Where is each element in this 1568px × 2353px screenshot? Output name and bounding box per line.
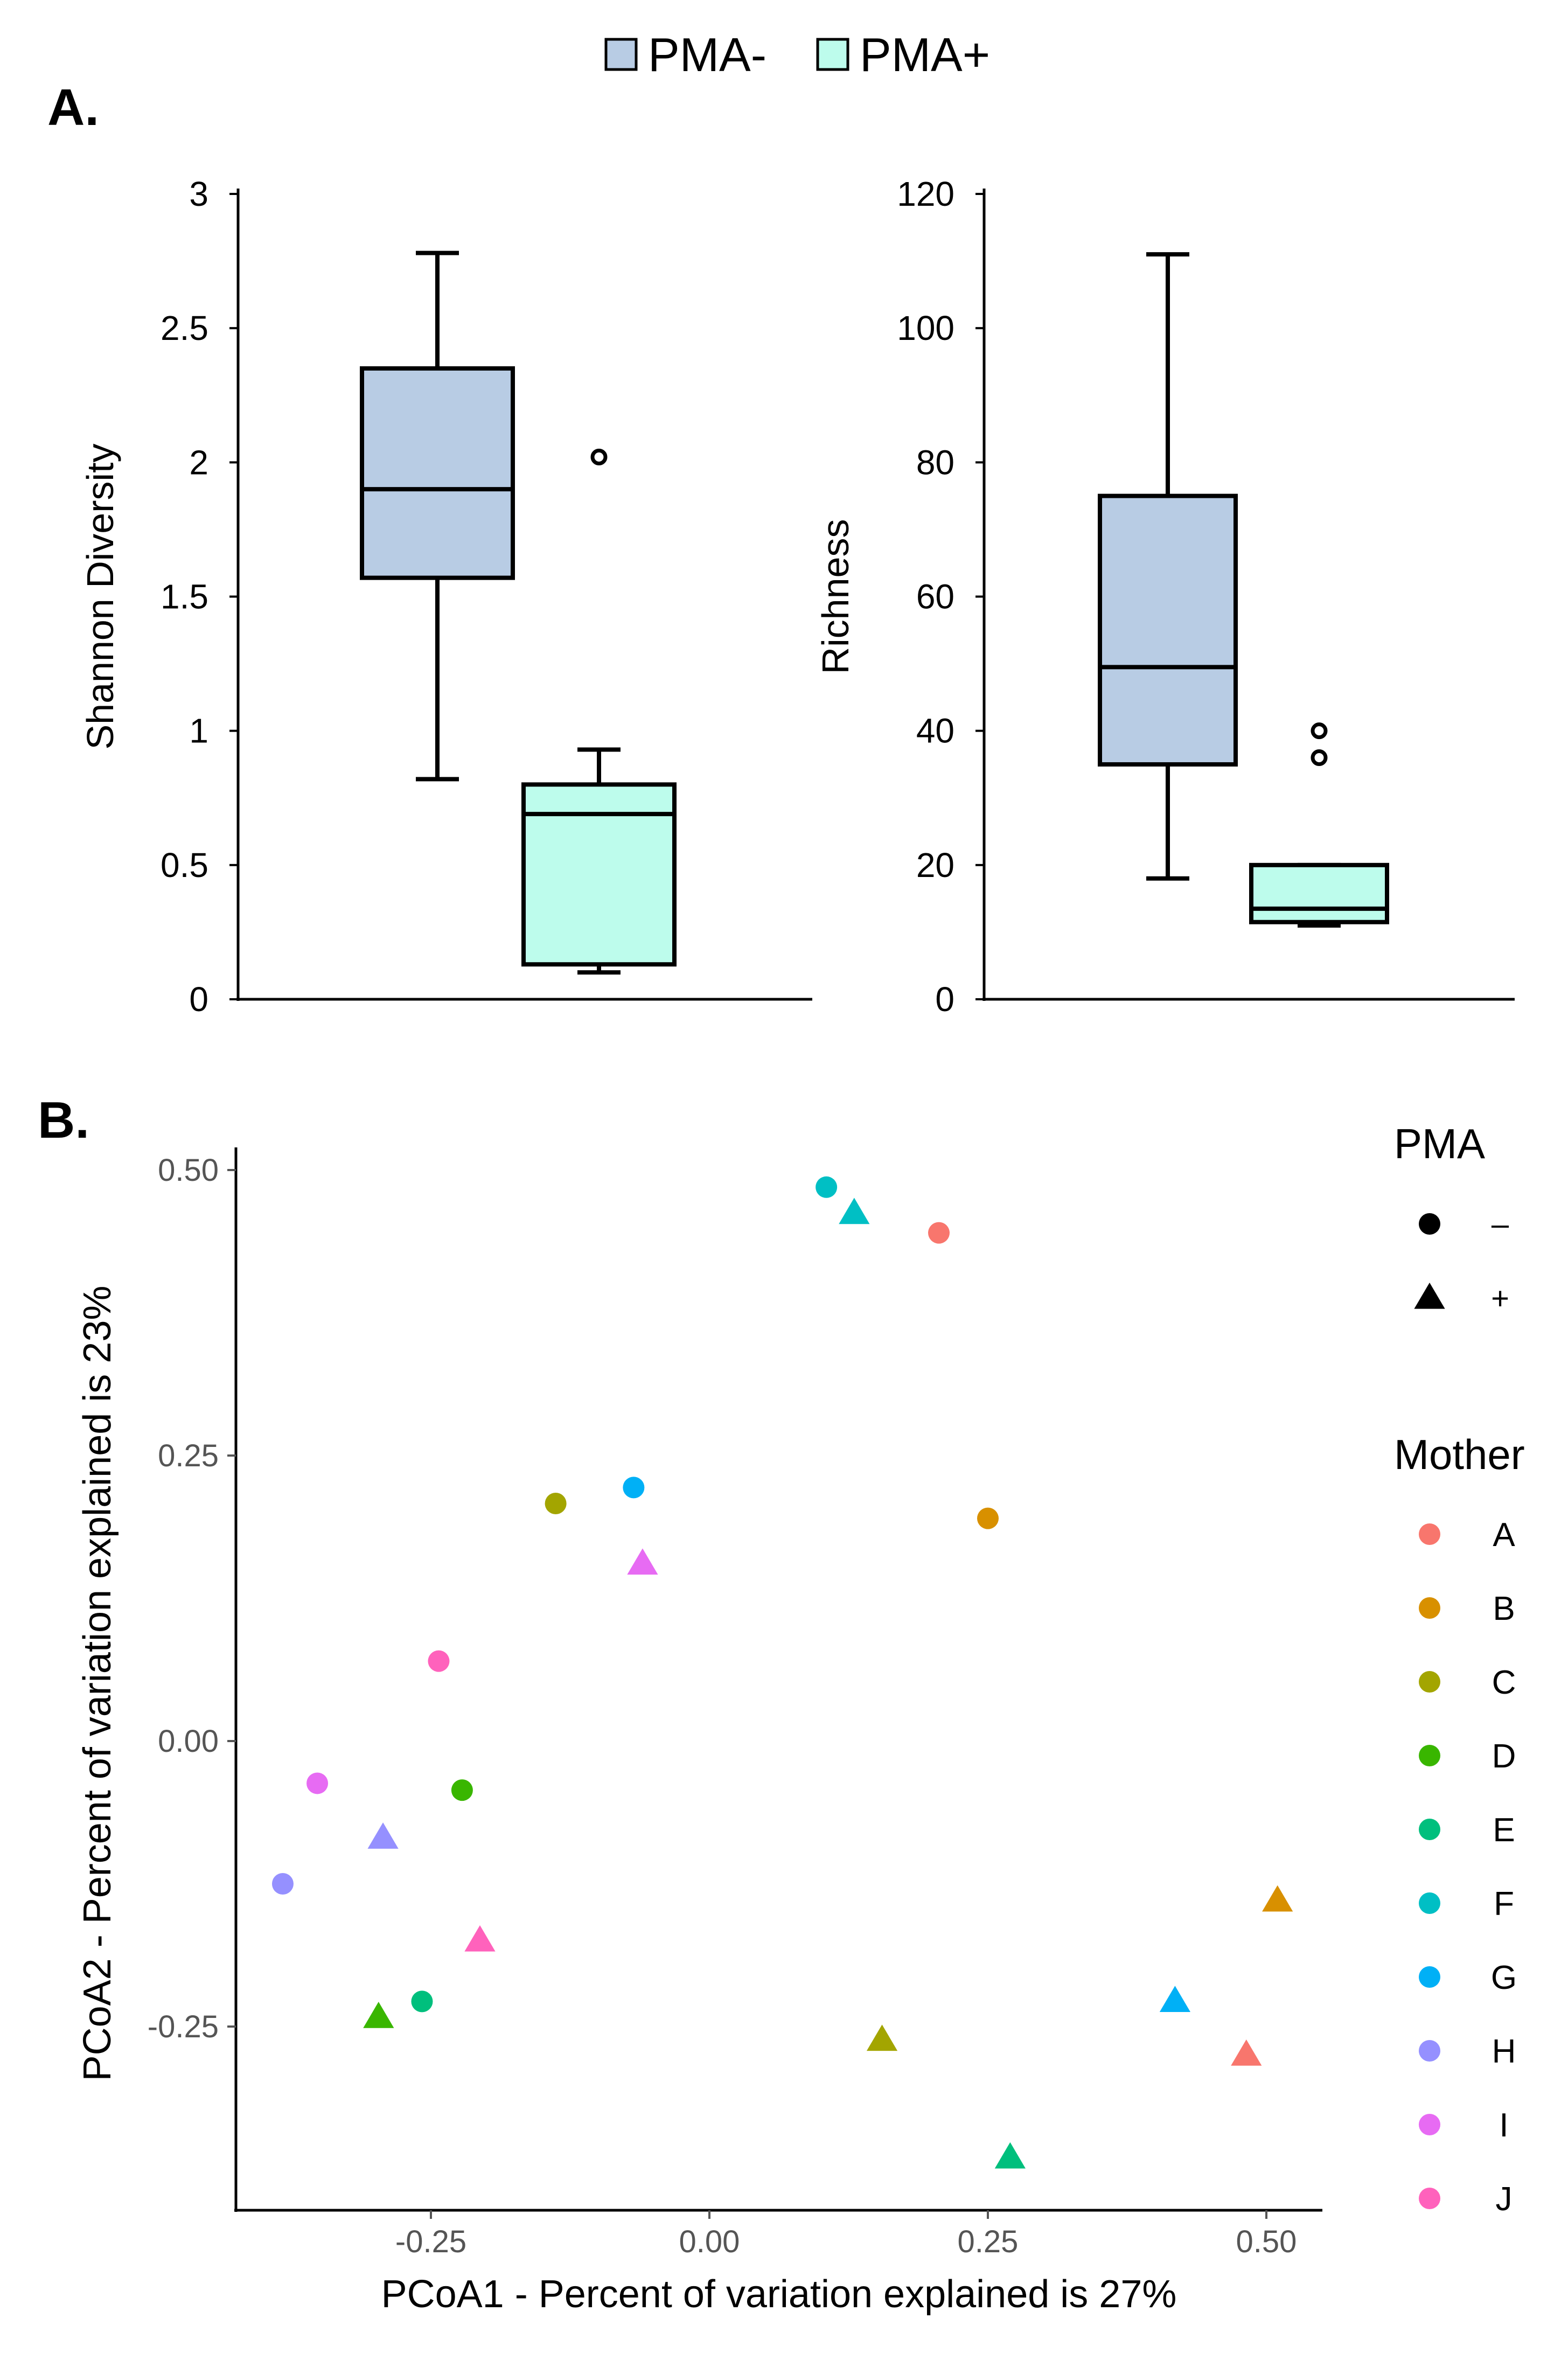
top-legend: PMA- PMA+ <box>604 28 990 81</box>
y-tick-label: 0.25 <box>158 1438 219 1473</box>
point-mother-h-pma-minus <box>271 1873 294 1895</box>
panel-b-label: B. <box>38 1091 89 1149</box>
legend-label-pma+: PMA+ <box>860 28 990 81</box>
interquartile-box <box>1249 862 1389 924</box>
y-tick-label: 1.5 <box>161 577 208 616</box>
y-tick-label: 3 <box>189 175 208 213</box>
point-mother-a-pma-minus <box>928 1222 950 1244</box>
x-axis-title: PCoA1 - Percent of variation explained i… <box>381 2273 1177 2316</box>
y-tick-label: 100 <box>897 309 954 347</box>
point-mother-f-pma-minus <box>816 1176 838 1198</box>
x-tick-label: 0.25 <box>958 2224 1019 2259</box>
y-tick-label: 60 <box>916 577 954 616</box>
point-mother-b-pma-plus <box>1262 1885 1293 1912</box>
legend-swatch-pma+ <box>816 38 849 71</box>
mother-legend-label-b: B <box>1493 1590 1515 1627</box>
point-mother-g-pma-plus <box>1159 1986 1191 2013</box>
point-mother-i-pma-plus <box>627 1548 658 1575</box>
y-tick-label: 0.00 <box>158 1724 219 1759</box>
mother-legend-label-h: H <box>1492 2033 1516 2070</box>
point-mother-h-pma-plus <box>367 1822 399 1849</box>
y-tick-label: 20 <box>916 846 954 885</box>
mother-legend-label-j: J <box>1496 2181 1513 2218</box>
mother-legend-key-a <box>1419 1523 1440 1545</box>
shannon-diversity-boxplot: 0 0.5 1 1.5 2 2.5 3 Shannon Diversity <box>79 175 812 1019</box>
y-axis-title: Shannon Diversity <box>79 443 121 749</box>
point-mother-a-pma-plus <box>1231 2039 1262 2066</box>
point-mother-j-pma-plus <box>464 1925 496 1952</box>
y-axis-title: Richness <box>814 519 856 674</box>
y-tick-label: 40 <box>916 712 954 750</box>
pcoa-scatter-plot: -0.25 0.00 0.25 0.50 -0.25 0.00 0.25 0.50 PCoA1 … <box>76 1120 1525 2316</box>
y-tick-label: -0.25 <box>148 2009 219 2044</box>
point-mother-j-pma-minus <box>428 1650 450 1672</box>
mother-legend-label-i: I <box>1499 2107 1508 2144</box>
mother-legend-label-g: G <box>1491 1959 1517 1996</box>
point-mother-i-pma-minus <box>306 1772 329 1794</box>
richness-boxplot: 0 20 40 60 80 100 120 Richness <box>814 175 1515 1019</box>
legend-label-pma-: PMA- <box>648 28 766 81</box>
mother-legend-label-e: E <box>1493 1812 1515 1849</box>
mother-legend-key-g <box>1419 1966 1440 1988</box>
shape-legend-label: – <box>1492 1207 1509 1242</box>
mother-legend-label-d: D <box>1492 1738 1516 1775</box>
y-tick-label: 80 <box>916 443 954 482</box>
box-pma- <box>360 250 515 782</box>
mother-legend-key-i <box>1419 2114 1440 2135</box>
shape-legend-circle-key <box>1419 1213 1440 1235</box>
x-tick-label: 0.50 <box>1236 2224 1297 2259</box>
panel-a-label: A. <box>47 79 99 136</box>
box-pma- <box>1098 252 1238 881</box>
interquartile-box <box>1098 493 1238 767</box>
point-mother-g-pma-minus <box>623 1477 645 1499</box>
y-tick-label: 1 <box>189 712 208 750</box>
legend-swatch-pma- <box>604 38 638 71</box>
mother-legend-key-c <box>1419 1671 1440 1693</box>
outlier-point <box>1311 722 1328 740</box>
y-tick-label: 2.5 <box>161 309 208 347</box>
mother-legend-key-d <box>1419 1745 1440 1766</box>
y-tick-label: 0 <box>935 980 954 1019</box>
interquartile-box <box>360 366 515 580</box>
shape-legend-label: + <box>1491 1281 1509 1316</box>
mother-legend-key-e <box>1419 1819 1440 1840</box>
box-pma+ <box>1249 722 1389 928</box>
point-mother-e-pma-minus <box>411 1990 433 2013</box>
point-mother-e-pma-plus <box>994 2142 1026 2169</box>
y-axis-title: PCoA2 - Percent of variation explained i… <box>76 1286 119 2082</box>
point-mother-b-pma-minus <box>977 1507 999 1529</box>
point-mother-f-pma-plus <box>839 1198 870 1224</box>
shape-legend-triangle-key <box>1414 1282 1445 1309</box>
y-tick-label: 2 <box>189 443 208 482</box>
mother-legend-key-h <box>1419 2040 1440 2062</box>
outlier-point <box>590 448 608 465</box>
point-mother-c-pma-plus <box>866 2024 898 2051</box>
mother-legend-title: Mother <box>1394 1431 1525 1478</box>
y-tick-label: 120 <box>897 175 954 213</box>
mother-legend-label-f: F <box>1494 1885 1514 1923</box>
interquartile-box <box>521 782 677 967</box>
box-pma+ <box>521 448 677 975</box>
shape-legend-title: PMA <box>1394 1120 1485 1167</box>
mother-legend-key-f <box>1419 1892 1440 1914</box>
point-mother-d-pma-minus <box>451 1779 473 1801</box>
y-tick-label: 0 <box>189 980 208 1019</box>
mother-legend-key-j <box>1419 2188 1440 2209</box>
x-tick-label: -0.25 <box>395 2224 466 2259</box>
outlier-point <box>1311 749 1328 766</box>
mother-legend-key-b <box>1419 1597 1440 1619</box>
y-tick-label: 0.50 <box>158 1153 219 1188</box>
point-mother-c-pma-minus <box>545 1493 567 1515</box>
point-mother-d-pma-plus <box>363 2002 394 2028</box>
mother-legend-label-c: C <box>1492 1664 1516 1701</box>
mother-legend-label-a: A <box>1493 1516 1515 1554</box>
x-tick-label: 0.00 <box>679 2224 740 2259</box>
y-tick-label: 0.5 <box>161 846 208 885</box>
